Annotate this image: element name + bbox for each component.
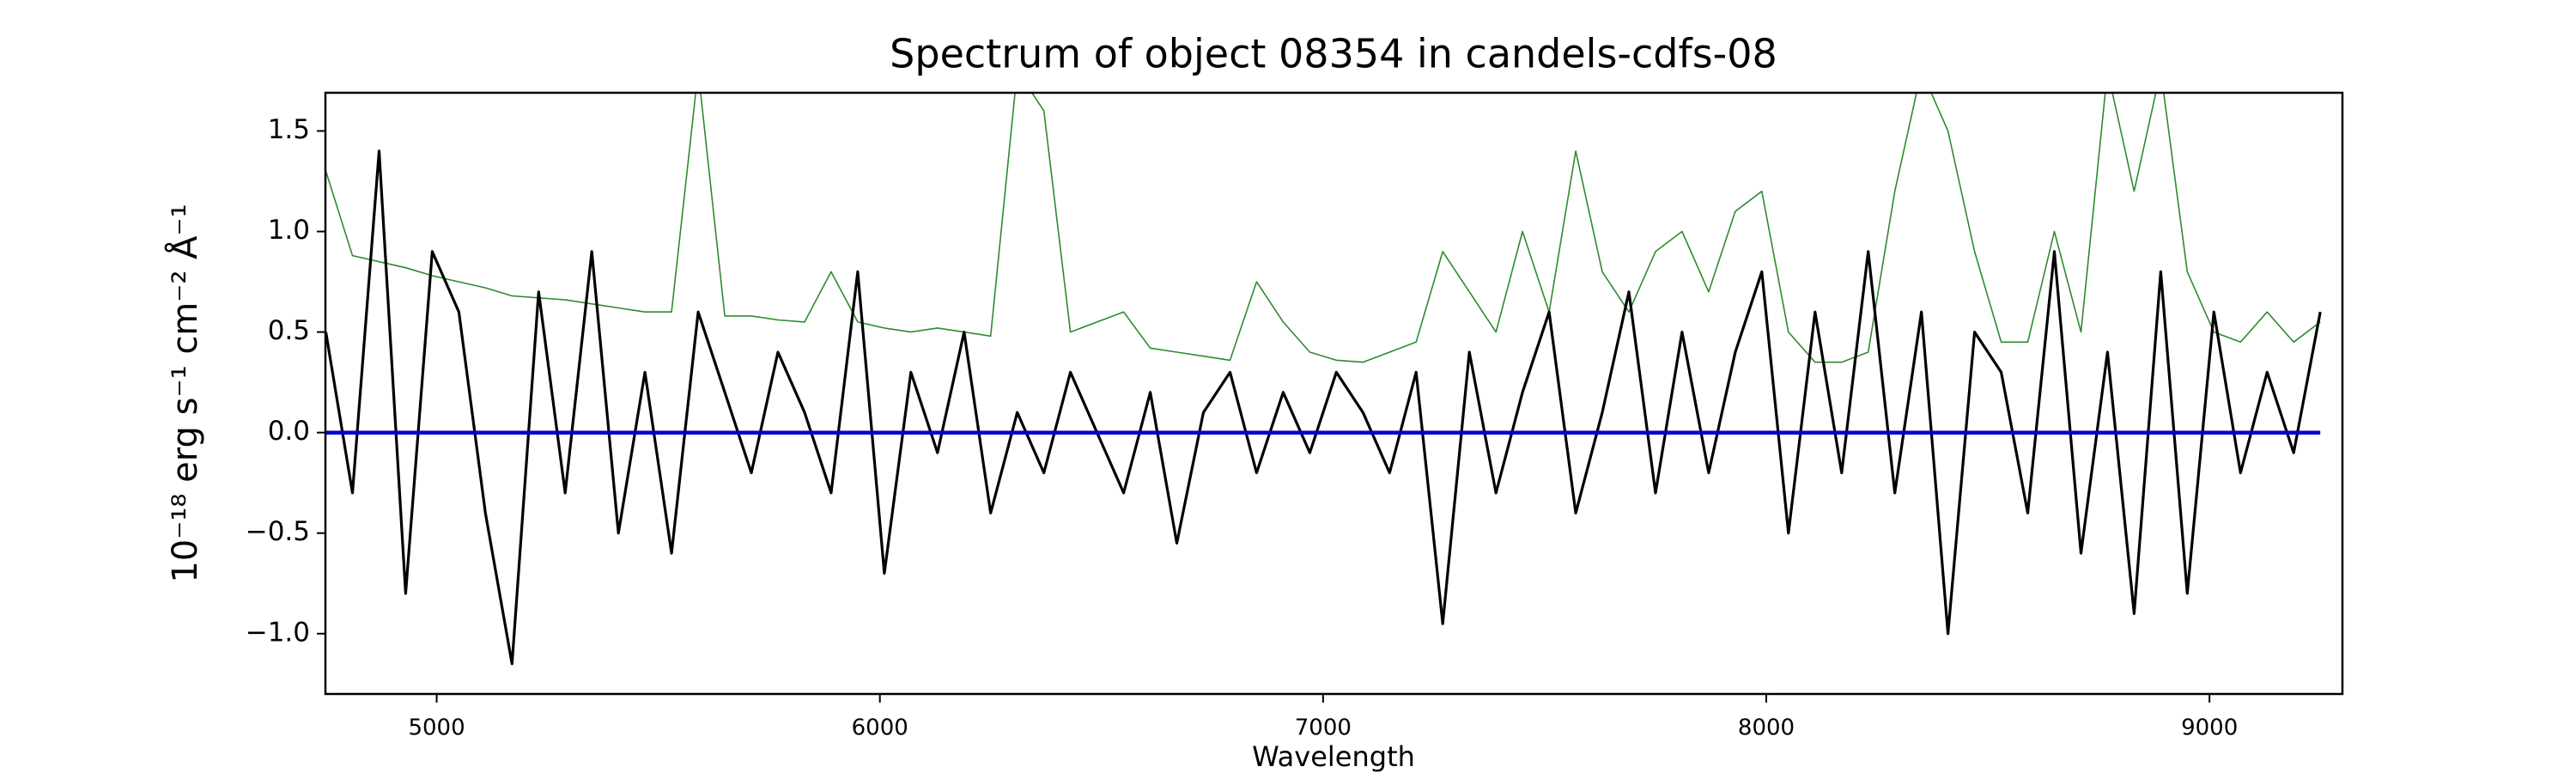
plot-lines (325, 93, 2322, 666)
x-tick-label: 7000 (1295, 715, 1352, 741)
y-tick-label: −1.0 (246, 617, 310, 648)
chart-title: Spectrum of object 08354 in candels-cdfs… (890, 31, 1777, 77)
x-tick-label: 8000 (1738, 715, 1795, 741)
y-tick-label: −0.5 (246, 516, 310, 547)
y-tick-label: 0.5 (268, 315, 310, 346)
plot-frame (324, 91, 2344, 696)
spectrum-line (325, 149, 2322, 666)
x-tick-label: 5000 (408, 715, 465, 741)
y-axis-label: 10⁻¹⁸ erg s⁻¹ cm⁻² Å⁻¹ (164, 204, 205, 582)
y-tick-label: 1.0 (268, 215, 310, 246)
y-tick-label: 1.5 (268, 114, 310, 145)
x-axis-label: Wavelength (1252, 740, 1415, 773)
x-tick-label: 9000 (2181, 715, 2238, 741)
x-tick-label: 6000 (852, 715, 908, 741)
y-tick-label: 0.0 (268, 416, 310, 447)
spectrum-line (325, 93, 2321, 363)
